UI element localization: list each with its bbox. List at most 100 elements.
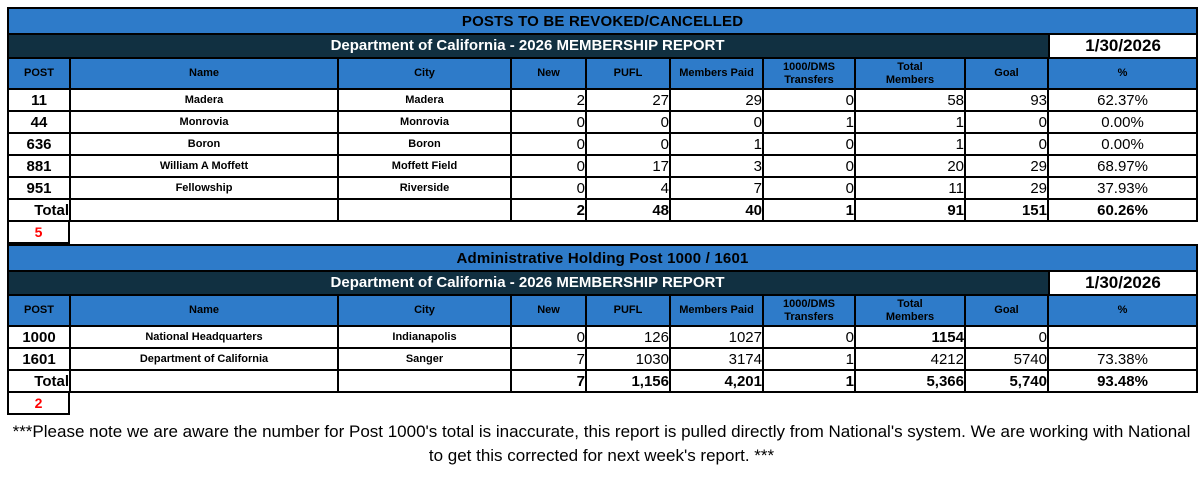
total-members-cell: 20: [854, 154, 966, 178]
pct-cell: 0.00%: [1046, 132, 1199, 156]
column-header-new: New: [510, 294, 587, 327]
table-row: 951 Fellowship Riverside 0 4 7 0 11 29 3…: [7, 176, 1199, 200]
total-pufl-cell: 1,156: [585, 369, 671, 393]
total-members-cell: 1154: [854, 325, 966, 349]
column-header-city: City: [337, 294, 512, 327]
empty-cell: [337, 369, 512, 393]
pufl-cell: 126: [585, 325, 671, 349]
empty-cell: [69, 369, 339, 393]
footnote-line-1: ***Please note we are aware the number f…: [12, 422, 1191, 441]
table1-subtitle: Department of California - 2026 MEMBERSH…: [330, 37, 725, 54]
table2-subtitle: Department of California - 2026 MEMBERSH…: [330, 274, 725, 291]
total-transfers-cell: 1: [762, 198, 856, 222]
total-goal-cell: 5,740: [964, 369, 1049, 393]
table-row: 1000 National Headquarters Indianapolis …: [7, 325, 1198, 349]
city-cell: Riverside: [337, 176, 512, 200]
city-cell: Madera: [337, 88, 512, 112]
pufl-cell: 1030: [585, 347, 671, 371]
table1-subtitle-bar: Department of California - 2026 MEMBERSH…: [6, 33, 1199, 59]
pct-cell: [1047, 325, 1198, 349]
new-cell: 2: [510, 88, 587, 112]
name-cell: Department of California: [69, 347, 339, 371]
city-cell: Boron: [337, 132, 512, 156]
name-cell: William A Moffett: [69, 154, 339, 178]
table2-title: Administrative Holding Post 1000 / 1601: [7, 244, 1198, 272]
total-row: Total 2 48 40 1 91 151 60.26%: [7, 198, 1199, 222]
post-cell: 951: [7, 176, 71, 200]
transfers-cell: 0: [762, 176, 856, 200]
total-goal-cell: 151: [964, 198, 1049, 222]
total-members-cell: 1: [854, 110, 966, 134]
post-cell: 44: [7, 110, 71, 134]
goal-cell: 93: [964, 88, 1049, 112]
city-cell: Monrovia: [337, 110, 512, 134]
column-header-goal: Goal: [964, 57, 1049, 90]
pct-cell: 68.97%: [1046, 154, 1199, 178]
pufl-cell: 0: [585, 132, 671, 156]
column-header-pufl: PUFL: [585, 57, 671, 90]
new-cell: 0: [510, 325, 587, 349]
column-header-members-paid: Members Paid: [669, 294, 764, 327]
name-cell: Boron: [69, 132, 339, 156]
name-cell: Fellowship: [69, 176, 339, 200]
new-cell: 0: [510, 154, 587, 178]
table-row: 636 Boron Boron 0 0 1 0 1 0 0.00%: [7, 132, 1199, 156]
pct-cell: 62.37%: [1046, 88, 1199, 112]
members-paid-cell: 1: [669, 132, 764, 156]
column-header-name: Name: [69, 57, 339, 90]
total-members-cell: 58: [854, 88, 966, 112]
total-transfers-cell: 1: [762, 369, 856, 393]
total-pct-cell: 93.48%: [1047, 369, 1198, 393]
total-members-cell: 11: [854, 176, 966, 200]
new-cell: 0: [510, 110, 587, 134]
total-new-cell: 2: [510, 198, 587, 222]
total-members-cell: 1: [854, 132, 966, 156]
admin-holding-table: Administrative Holding Post 1000 / 1601 …: [7, 244, 1198, 393]
post-cell: 881: [7, 154, 71, 178]
empty-cell: [69, 198, 339, 222]
column-header-new: New: [510, 57, 587, 90]
column-header-city: City: [337, 57, 512, 90]
table2-post-count: 2: [7, 393, 70, 415]
pct-cell: 73.38%: [1047, 347, 1198, 371]
footnote-line-2: to get this corrected for next week's re…: [428, 446, 775, 465]
pufl-cell: 27: [585, 88, 671, 112]
new-cell: 7: [510, 347, 587, 371]
members-paid-cell: 3174: [669, 347, 764, 371]
total-label: Total: [7, 369, 71, 393]
total-pufl-cell: 48: [585, 198, 671, 222]
table1-header-row: POST Name City New PUFL Members Paid 100…: [7, 57, 1199, 90]
table2-title-row: Administrative Holding Post 1000 / 1601: [7, 244, 1198, 272]
column-header-total-members: Total Members: [854, 57, 966, 90]
total-label: Total: [7, 198, 71, 222]
city-cell: Sanger: [337, 347, 512, 371]
name-cell: Monrovia: [69, 110, 339, 134]
total-members-paid-cell: 4,201: [669, 369, 764, 393]
table-row: 11 Madera Madera 2 27 29 0 58 93 62.37%: [7, 88, 1199, 112]
table1-title: POSTS TO BE REVOKED/CANCELLED: [6, 7, 1199, 35]
report-page: POSTS TO BE REVOKED/CANCELLED Department…: [6, 7, 1199, 465]
name-cell: Madera: [69, 88, 339, 112]
column-header-post: POST: [7, 294, 71, 327]
total-new-cell: 7: [510, 369, 587, 393]
column-header-pct: %: [1046, 57, 1199, 90]
revoked-posts-table: POSTS TO BE REVOKED/CANCELLED Department…: [6, 7, 1199, 222]
post-cell: 1000: [7, 325, 71, 349]
column-header-members-paid: Members Paid: [669, 57, 764, 90]
members-paid-cell: 7: [669, 176, 764, 200]
table1-report-date: 1/30/2026: [1048, 36, 1196, 56]
empty-cell: [337, 198, 512, 222]
column-header-pct: %: [1047, 294, 1198, 327]
goal-cell: 0: [964, 132, 1049, 156]
transfers-cell: 1: [762, 347, 856, 371]
post-cell: 11: [7, 88, 71, 112]
members-paid-cell: 0: [669, 110, 764, 134]
total-row: Total 7 1,156 4,201 1 5,366 5,740 93.48%: [7, 369, 1198, 393]
city-cell: Moffett Field: [337, 154, 512, 178]
members-paid-cell: 3: [669, 154, 764, 178]
goal-cell: 0: [964, 110, 1049, 134]
pct-cell: 37.93%: [1046, 176, 1199, 200]
table1-title-row: POSTS TO BE REVOKED/CANCELLED: [6, 7, 1199, 35]
table2-header-row: POST Name City New PUFL Members Paid 100…: [7, 294, 1198, 327]
new-cell: 0: [510, 132, 587, 156]
